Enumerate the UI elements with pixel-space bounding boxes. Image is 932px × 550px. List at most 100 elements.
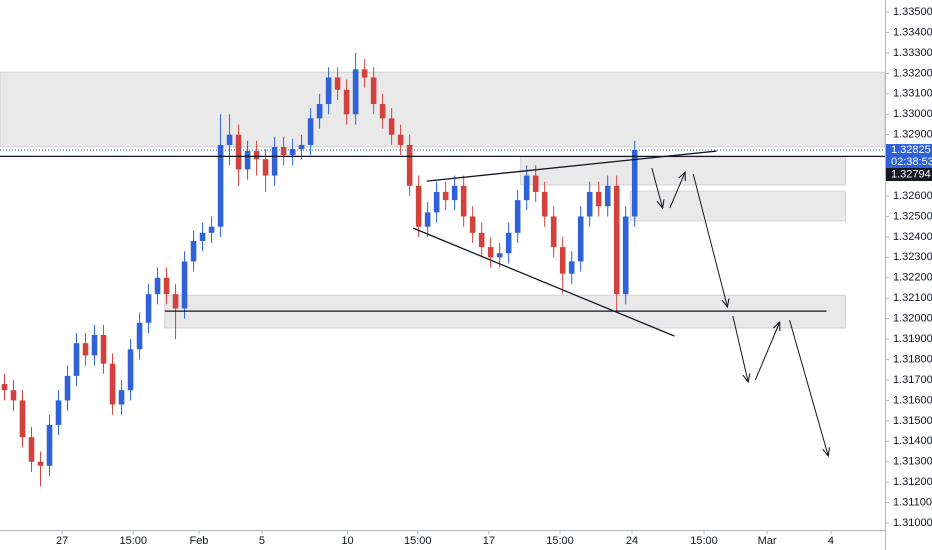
y-tick-label: 1.33500	[893, 6, 932, 18]
candle-body	[163, 277, 170, 295]
zone	[0, 71, 886, 148]
x-tick-label: 15:00	[690, 535, 718, 547]
last-price-label: 1.32825	[891, 144, 931, 156]
y-tick-label: 1.32600	[893, 190, 932, 202]
line-price-box	[886, 168, 932, 182]
candle-body	[136, 322, 143, 350]
candle-body	[406, 144, 413, 186]
x-tick-label: 15:00	[546, 535, 574, 547]
y-tick-label: 1.32200	[893, 272, 932, 284]
candle-body	[631, 150, 638, 217]
candle-body	[514, 200, 521, 233]
arrow	[669, 172, 685, 209]
candle-body	[451, 185, 458, 201]
arrow	[789, 319, 829, 456]
y-tick-label: 1.33100	[893, 88, 932, 100]
candle-body	[613, 185, 620, 295]
candle-body	[91, 335, 98, 356]
y-tick-label: 1.32500	[893, 210, 932, 222]
candle-body	[271, 146, 278, 176]
candle-body	[64, 375, 71, 401]
zone	[629, 190, 846, 222]
candle-body	[568, 261, 575, 274]
candle-body	[604, 185, 611, 207]
y-tick-label: 1.32300	[893, 251, 932, 263]
candle-body	[253, 151, 260, 160]
y-tick-label: 1.31300	[893, 456, 932, 468]
candle-body	[46, 424, 53, 466]
last-price-box	[886, 144, 932, 169]
candle-body	[127, 349, 134, 391]
candle-body	[19, 400, 26, 438]
candle-body	[217, 144, 224, 227]
candle-body	[532, 175, 539, 192]
candle-body	[541, 191, 548, 217]
candle-body	[316, 104, 323, 119]
candle-body	[433, 191, 440, 213]
candle-body	[388, 118, 395, 135]
x-tick-label: 15:00	[119, 535, 147, 547]
candle-body	[109, 363, 116, 405]
candle-body	[226, 134, 233, 145]
y-tick-label: 1.31100	[893, 497, 932, 509]
candle-body	[154, 277, 161, 295]
x-tick-label: 17	[483, 535, 495, 547]
zone	[519, 156, 846, 186]
candle-body	[334, 77, 341, 90]
y-tick-label: 1.31200	[893, 476, 932, 488]
candle-body	[55, 400, 62, 425]
candle-body	[298, 144, 305, 150]
y-tick-label: 1.31500	[893, 415, 932, 427]
candle-body	[73, 343, 80, 376]
candle-body	[595, 191, 602, 207]
candle-body	[478, 232, 485, 248]
candle-body	[172, 294, 179, 309]
arrow	[732, 315, 748, 382]
arrow	[692, 174, 727, 307]
y-tick-label: 1.31700	[893, 374, 932, 386]
arrow	[651, 167, 663, 208]
x-tick-label: Feb	[189, 535, 208, 547]
countdown-label: 02:38:53	[891, 156, 932, 168]
candle-body	[199, 232, 206, 241]
candle-body	[397, 134, 404, 145]
y-tick-label: 1.31800	[893, 353, 932, 365]
y-tick-label: 1.33000	[893, 108, 932, 120]
y-tick-label: 1.31400	[893, 435, 932, 447]
candle-body	[10, 390, 17, 401]
y-tick-label: 1.32400	[893, 231, 932, 243]
trend-line	[412, 227, 675, 337]
x-tick-label: Mar	[758, 535, 777, 547]
candle-body	[325, 77, 332, 105]
candle-body	[559, 247, 566, 274]
y-tick-label: 1.32900	[893, 129, 932, 141]
candle-body	[586, 191, 593, 217]
line-price-label: 1.32794	[891, 168, 931, 180]
y-tick-label: 1.33200	[893, 67, 932, 79]
candle-body	[352, 69, 359, 115]
candle-body	[280, 146, 287, 156]
candle-body	[1, 384, 8, 391]
candle-body	[469, 216, 476, 233]
y-tick-label: 1.32000	[893, 313, 932, 325]
candle-body	[415, 185, 422, 227]
candle-body	[496, 253, 503, 258]
candle-body	[460, 185, 467, 217]
candle-body	[442, 191, 449, 201]
x-tick-label: 10	[341, 535, 353, 547]
y-tick-label: 1.33400	[893, 26, 932, 38]
x-tick-label: 27	[56, 535, 68, 547]
candle-body	[28, 437, 35, 462]
candle-body	[235, 134, 242, 170]
x-tick-label: 24	[626, 535, 638, 547]
x-tick-label: 4	[828, 535, 834, 547]
candle-body	[37, 461, 44, 466]
y-tick-label: 1.33300	[893, 47, 932, 59]
candle-body	[208, 226, 215, 233]
candle-body	[190, 240, 197, 262]
y-tick-label: 1.31900	[893, 333, 932, 345]
y-tick-label: 1.32100	[893, 292, 932, 304]
trend-line	[426, 150, 717, 182]
